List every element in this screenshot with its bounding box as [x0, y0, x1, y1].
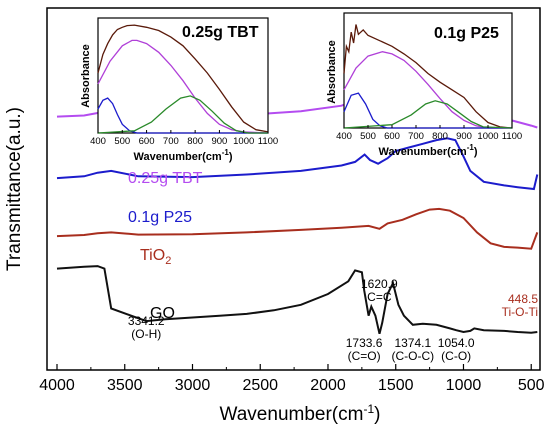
x-tick-label-5: 1500 [378, 377, 414, 394]
inset-0.25g-tbt: 400 500 600 700 800 900 1000 1100 0.25g TBT Abs… [80, 17, 278, 163]
inset-2-tick-label-2: 600 [384, 131, 400, 142]
inset-0.1g-p25: 400 500 600 700 800 900 1000 1100 0.1g P25 Abso… [326, 12, 522, 158]
x-tick-label-1: 3500 [107, 377, 143, 394]
inset-1-tick-label-2: 600 [139, 136, 155, 147]
inset-1-tick-label-5: 900 [211, 136, 227, 147]
annotation-tioti: 448.5 Ti-O-Ti [502, 292, 539, 319]
x-tick-label-3: 2500 [242, 377, 278, 394]
series-line-3 [56, 265, 538, 335]
inset-1-line-2 [97, 97, 268, 134]
x-tick-label-4: 2000 [310, 377, 346, 394]
inset-2-tick-label-5: 900 [456, 131, 472, 142]
inset-1-line-0 [97, 24, 269, 133]
inset-2-ticks: 400 500 600 700 800 900 1000 1100 [336, 125, 522, 142]
inset-2-tick-label-4: 800 [432, 131, 448, 142]
inset-1-tick-label-1: 500 [114, 136, 130, 147]
inset-2-line-2 [343, 92, 512, 129]
inset-2-title: 0.1g P25 [434, 25, 499, 42]
inset-2-tick-label-7: 1100 [502, 131, 522, 142]
annotation-oh: 3341.2 (O-H) [128, 314, 165, 341]
annotation-coc: 1374.1 (C-O-C) [391, 336, 434, 363]
x-tick-label-2: 3000 [175, 377, 211, 394]
inset-1-line-3 [97, 95, 268, 134]
inset-2-line-0 [343, 24, 513, 129]
series-label-3: GO [150, 305, 175, 322]
annotation-co-carbonyl: 1733.6 (C=O) [346, 336, 383, 363]
series-labels: 0.25g TBT 0.1g P25 TiO2 GO [128, 170, 203, 322]
inset-1-xlabel: Wavenumber(cm-1) [133, 148, 232, 163]
y-axis-title: Transmittance(a.u.) [4, 107, 25, 271]
inset-2-tick-label-1: 500 [360, 131, 376, 142]
inset-2-xlabel: Wavenumber(cm-1) [378, 143, 477, 158]
inset-2-ylabel: Absorbance [326, 40, 338, 104]
inset-2-tick-label-0: 400 [336, 131, 352, 142]
series-label-2: TiO2 [140, 247, 171, 267]
x-tick-label-7: 500 [518, 377, 545, 394]
x-axis-title: Wavenumber(cm-1) [220, 402, 381, 425]
inset-2-line-1 [343, 51, 512, 129]
series-line-2 [56, 207, 539, 250]
inset-1-line-1 [97, 39, 269, 134]
inset-2-tick-label-6: 1000 [477, 131, 498, 142]
peak-annotations: 3341.2 (O-H) 1733.6 (C=O) 1620.9 C=C 1374.1 (C-… [128, 277, 538, 363]
series-label-0: 0.25g TBT [128, 170, 203, 187]
inset-1-tick-label-4: 800 [187, 136, 203, 147]
annotation-cc: 1620.9 C=C [361, 277, 398, 304]
inset-1-tick-label-7: 1100 [258, 136, 278, 147]
inset-2-line-3 [343, 100, 513, 129]
inset-1-series [97, 24, 269, 134]
inset-2-series [343, 24, 513, 129]
annotation-co: 1054.0 (C-O) [438, 336, 475, 363]
main-plot-frame [46, 7, 541, 371]
inset-1-ylabel: Absorbance [80, 44, 92, 108]
inset-2-tick-label-3: 700 [408, 131, 424, 142]
x-tick-label-6: 1000 [446, 377, 482, 394]
inset-1-ticks: 400 500 600 700 800 900 1000 1100 [90, 130, 278, 147]
inset-1-title: 0.25g TBT [182, 24, 259, 41]
inset-1-tick-label-0: 400 [90, 136, 106, 147]
series-line-1 [56, 137, 539, 191]
x-tick-label-0: 4000 [39, 377, 75, 394]
inset-1-frame [97, 17, 269, 134]
inset-1-tick-label-6: 1000 [233, 136, 254, 147]
inset-1-tick-label-3: 700 [163, 136, 179, 147]
x-axis-ticks: 4000 3500 3000 2500 2000 1500 1000 500 [39, 364, 545, 394]
series-label-1: 0.1g P25 [128, 209, 192, 226]
